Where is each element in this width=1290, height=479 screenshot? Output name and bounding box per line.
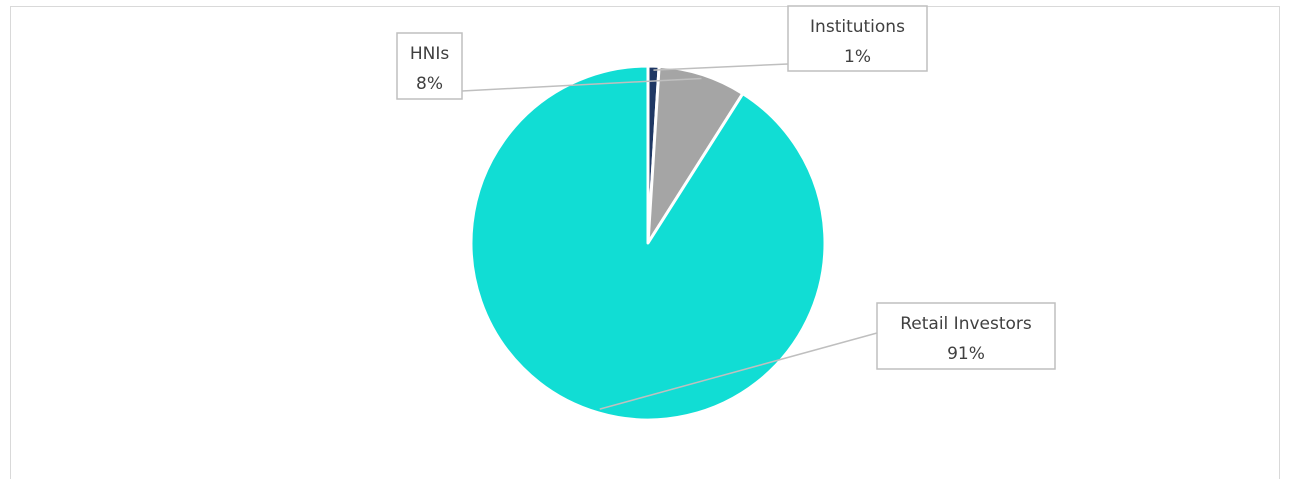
data-label-category: HNIs (410, 44, 450, 64)
pie-slice-hnis (646, 64, 745, 245)
data-label-box (876, 302, 1056, 370)
data-label-percent: 91% (947, 344, 985, 364)
data-label-box (787, 5, 928, 72)
data-labels: Institutions 1% HNIs 8% Retail Investors 91% (396, 5, 1056, 370)
data-label-percent: 8% (416, 74, 443, 94)
leader-lines (461, 63, 878, 410)
data-label-box (396, 32, 463, 100)
data-label-retail-investors: Retail Investors 91% (876, 302, 1056, 370)
data-label-hnis: HNIs 8% (396, 32, 463, 100)
leader-line-retail-investors (599, 332, 878, 410)
slices-layer (469, 64, 827, 422)
leader-line-institutions (653, 63, 789, 71)
pie-slice-retail-investors (469, 64, 827, 422)
leader-line-hnis (461, 77, 702, 92)
data-label-category: Retail Investors (900, 314, 1032, 334)
data-label-institutions: Institutions 1% (787, 5, 928, 72)
data-label-category: Institutions (810, 17, 905, 37)
data-label-percent: 1% (844, 47, 871, 67)
